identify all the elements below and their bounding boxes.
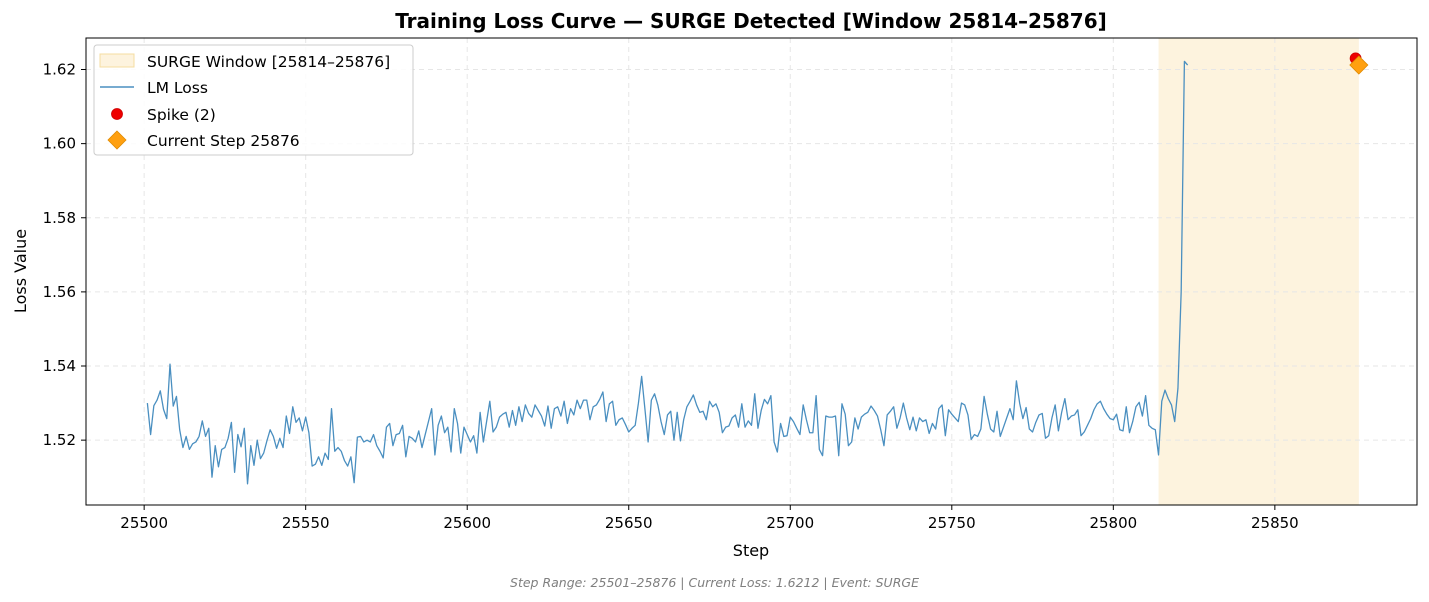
y-tick-label: 1.58 <box>43 209 76 227</box>
x-axis: 25500 25550 25600 25650 25700 25750 25800 25850 <box>120 505 1299 532</box>
legend: SURGE Window [25814–25876] LM Loss Spike… <box>93 44 414 156</box>
x-tick-label: 25700 <box>766 514 814 532</box>
y-tick-label: 1.52 <box>43 431 76 449</box>
legend-spike-marker <box>111 108 123 120</box>
legend-current-marker <box>107 130 127 150</box>
y-axis: 1.52 1.54 1.56 1.58 1.60 1.62 <box>43 61 86 449</box>
surge-window-band <box>1158 38 1359 505</box>
x-axis-label: Step <box>733 541 769 560</box>
x-tick-label: 25800 <box>1089 514 1137 532</box>
legend-spike-label: Spike (2) <box>147 106 216 124</box>
y-tick-label: 1.60 <box>43 135 76 153</box>
x-tick-label: 25550 <box>282 514 330 532</box>
y-tick-label: 1.54 <box>43 357 76 375</box>
y-tick-label: 1.62 <box>43 61 76 79</box>
loss-chart: Training Loss Curve — SURGE Detected [Wi… <box>11 9 1418 560</box>
x-tick-label: 25600 <box>443 514 491 532</box>
x-tick-label: 25750 <box>928 514 976 532</box>
chart-footer-note: Step Range: 25501–25876 | Current Loss: … <box>510 575 919 590</box>
legend-surge-label: SURGE Window [25814–25876] <box>147 53 390 71</box>
y-axis-label: Loss Value <box>11 229 30 313</box>
plot-area <box>86 38 1417 505</box>
legend-surge-swatch <box>99 53 135 68</box>
legend-current-label: Current Step 25876 <box>147 132 300 150</box>
x-tick-label: 25650 <box>605 514 653 532</box>
legend-box <box>93 44 414 156</box>
x-tick-label: 25850 <box>1251 514 1299 532</box>
chart-title: Training Loss Curve — SURGE Detected [Wi… <box>395 9 1107 33</box>
x-tick-label: 25500 <box>120 514 168 532</box>
loss-series-line <box>146 60 1189 485</box>
axes-frame <box>85 37 1418 506</box>
legend-loss-label: LM Loss <box>147 79 208 97</box>
current-step-marker <box>1349 55 1369 75</box>
y-tick-label: 1.56 <box>43 283 76 301</box>
